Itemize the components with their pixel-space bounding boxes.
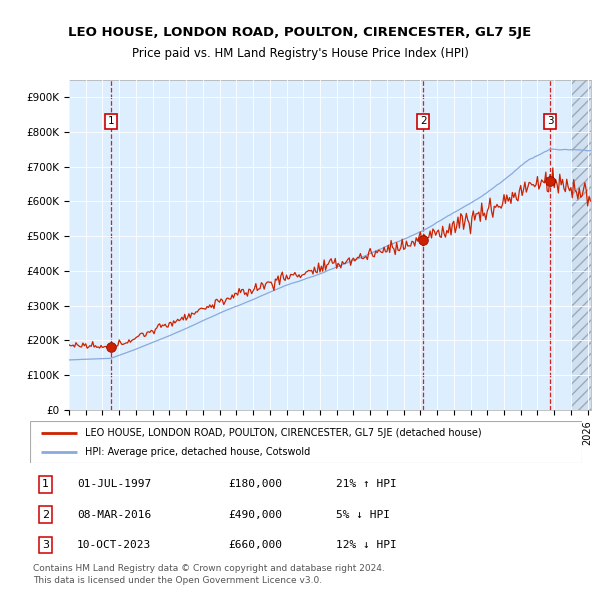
- Text: 3: 3: [42, 540, 49, 550]
- Text: 5% ↓ HPI: 5% ↓ HPI: [337, 510, 391, 520]
- FancyBboxPatch shape: [30, 421, 582, 463]
- Text: 2: 2: [42, 510, 49, 520]
- Text: 1: 1: [42, 480, 49, 489]
- Text: Price paid vs. HM Land Registry's House Price Index (HPI): Price paid vs. HM Land Registry's House …: [131, 47, 469, 60]
- Text: 21% ↑ HPI: 21% ↑ HPI: [337, 480, 397, 489]
- Text: 08-MAR-2016: 08-MAR-2016: [77, 510, 151, 520]
- Text: £490,000: £490,000: [229, 510, 283, 520]
- Text: 1: 1: [107, 116, 114, 126]
- Text: 12% ↓ HPI: 12% ↓ HPI: [337, 540, 397, 550]
- Text: LEO HOUSE, LONDON ROAD, POULTON, CIRENCESTER, GL7 5JE: LEO HOUSE, LONDON ROAD, POULTON, CIRENCE…: [68, 26, 532, 39]
- Text: 3: 3: [547, 116, 553, 126]
- Text: Contains HM Land Registry data © Crown copyright and database right 2024.: Contains HM Land Registry data © Crown c…: [33, 563, 385, 572]
- Text: HPI: Average price, detached house, Cotswold: HPI: Average price, detached house, Cots…: [85, 447, 310, 457]
- Text: This data is licensed under the Open Government Licence v3.0.: This data is licensed under the Open Gov…: [33, 576, 322, 585]
- Bar: [571, 80, 592, 410]
- Text: 01-JUL-1997: 01-JUL-1997: [77, 480, 151, 489]
- Text: 10-OCT-2023: 10-OCT-2023: [77, 540, 151, 550]
- Text: £180,000: £180,000: [229, 480, 283, 489]
- Text: £660,000: £660,000: [229, 540, 283, 550]
- Bar: [571, 80, 592, 410]
- Text: LEO HOUSE, LONDON ROAD, POULTON, CIRENCESTER, GL7 5JE (detached house): LEO HOUSE, LONDON ROAD, POULTON, CIRENCE…: [85, 428, 482, 438]
- Text: 2: 2: [420, 116, 427, 126]
